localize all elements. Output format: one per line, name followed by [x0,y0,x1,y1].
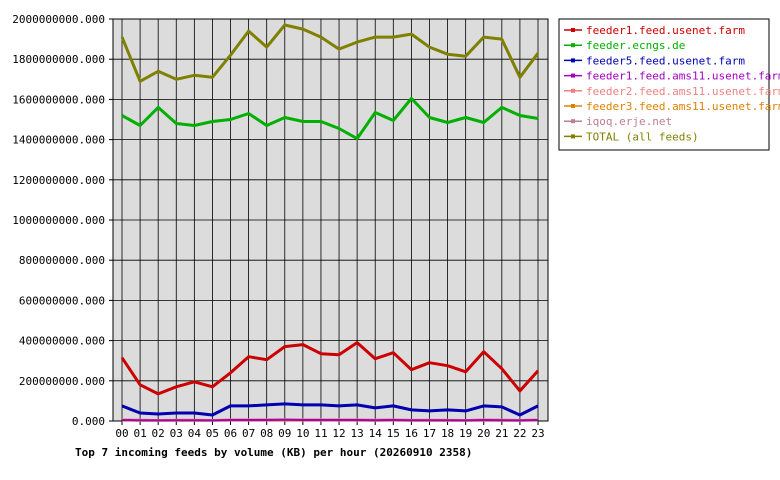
legend-label: feeder1.feed.ams11.usenet.farm [586,70,780,83]
y-tick-label: 800000000.000 [19,254,105,267]
series-line [121,418,539,422]
x-tick-label: 12 [332,427,345,440]
x-tick-label: 00 [115,427,128,440]
y-tick-label: 1800000000.000 [12,53,105,66]
legend-marker [571,88,575,93]
y-tick-label: 600000000.000 [19,294,105,307]
y-tick-label: 1000000000.000 [12,214,105,227]
x-tick-label: 22 [513,427,526,440]
series-line [121,402,539,417]
legend-marker [571,73,575,78]
x-tick-label: 02 [152,427,165,440]
legend-label: feeder2.feed.ams11.usenet.farm [586,85,780,98]
x-tick-label: 05 [206,427,219,440]
x-tick-label: 16 [405,427,418,440]
x-tick-label: 04 [188,427,202,440]
x-tick-label: 15 [387,427,400,440]
x-tick-label: 23 [531,427,544,440]
x-tick-label: 14 [369,427,383,440]
x-tick-label: 09 [278,427,291,440]
x-tick-label: 20 [477,427,490,440]
legend-label: iqoq.erje.net [586,115,672,128]
y-tick-label: 400000000.000 [19,335,105,348]
legend-label: feeder1.feed.usenet.farm [586,24,745,37]
x-tick-label: 10 [296,427,309,440]
y-tick-label: 0.000 [72,415,105,428]
chart-title: Top 7 incoming feeds by volume (KB) per … [75,446,472,459]
y-tick-label: 1600000000.000 [12,93,105,106]
legend-label: TOTAL (all feeds) [586,130,699,143]
legend-label: feeder3.feed.ams11.usenet.farm [586,100,780,113]
x-tick-label: 17 [423,427,436,440]
x-tick-label: 03 [170,427,183,440]
series-line [120,23,540,83]
legend-marker [571,104,575,108]
y-tick-label: 1200000000.000 [12,174,105,187]
series-line [121,96,539,141]
x-tick-label: 01 [133,427,146,440]
x-tick-label: 08 [260,427,273,440]
x-tick-label: 06 [224,427,237,440]
legend-marker [571,28,575,32]
series-lines [120,23,540,422]
legend-label: feeder.ecngs.de [586,39,685,52]
x-tick-label: 21 [495,427,508,440]
legend-marker [571,119,575,124]
y-tick-label: 200000000.000 [19,375,105,388]
series-line [120,341,540,396]
legend-box [558,18,770,151]
x-tick-label: 19 [459,427,472,440]
y-tick-label: 2000000000.000 [12,13,105,26]
legend: feeder1.feed.usenet.farm feeder.ecngs.de f… [558,18,780,151]
legend-label: feeder5.feed.usenet.farm [586,54,745,67]
x-tick-label: 07 [242,427,255,440]
y-axis-tick-labels: 0.000 200000000.000 400000000.000 600000000… [12,13,105,428]
y-tick-label: 1400000000.000 [12,134,105,147]
legend-marker [571,58,575,63]
x-tick-label: 11 [314,427,327,440]
x-tick-label: 18 [441,427,454,440]
x-tick-label: 13 [351,427,364,440]
x-axis-tick-labels: 00 01 02 03 04 05 06 07 08 09 10 11 12 13 14 15 16 17 18 19… [115,427,544,440]
legend-marker [571,43,575,48]
legend-marker [571,134,575,139]
